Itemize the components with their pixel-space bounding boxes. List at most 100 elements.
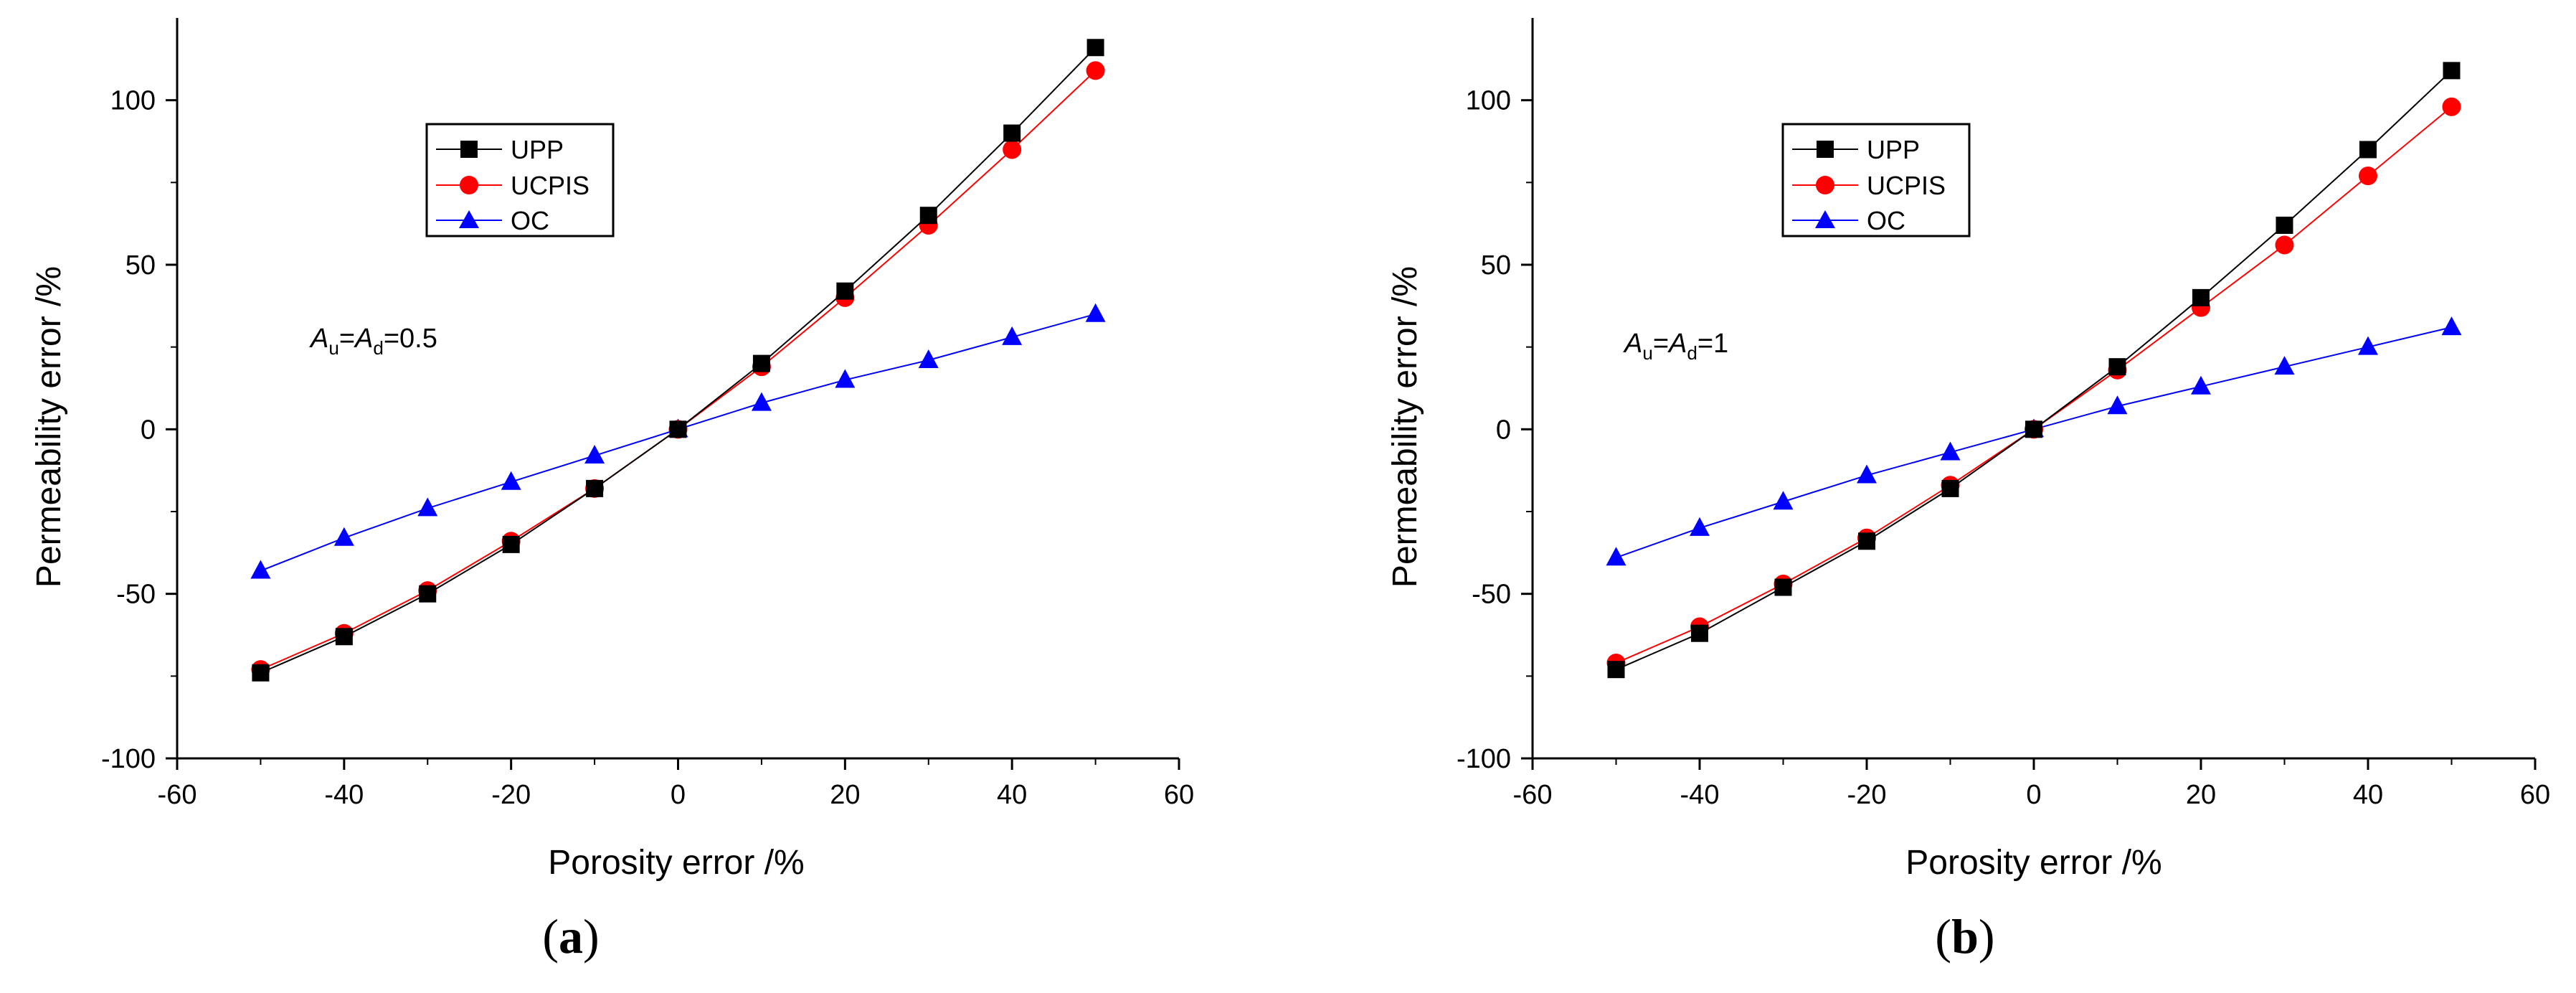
x-tick-label: -40 (324, 780, 364, 810)
annotation-symbol-a: A (1667, 329, 1687, 359)
data-point-upp (252, 664, 270, 682)
annotation-value: =1 (1697, 329, 1728, 359)
panel-caption-b: (b) (1935, 909, 1994, 964)
data-point-upp (752, 354, 770, 372)
x-tick-label: 40 (997, 780, 1027, 810)
y-axis-label: Permeability error /% (1386, 266, 1424, 588)
y-axis-label: Permeability error /% (30, 266, 68, 588)
y-tick-label: -50 (116, 580, 156, 610)
series-line-upp (260, 47, 1097, 674)
data-point-oc (835, 369, 856, 388)
series-layer-a (250, 39, 1106, 682)
data-point-upp (836, 282, 854, 300)
data-point-oc (1940, 441, 1961, 461)
x-tick-label: -60 (158, 780, 197, 810)
data-point-upp (586, 479, 604, 497)
annotation-subscript-u: u (328, 337, 338, 359)
data-point-oc (1690, 517, 1710, 536)
tick-marks-a (166, 99, 1180, 770)
legend-marker-ucpis (1816, 176, 1834, 194)
panel-caption-a: (a) (542, 909, 599, 964)
x-tick-label: 20 (2186, 780, 2216, 810)
data-point-oc (584, 445, 605, 464)
y-tick-label: 100 (1466, 86, 1511, 116)
annotation-symbol-a: A (354, 324, 373, 354)
data-point-upp (1086, 39, 1104, 57)
data-point-upp (1607, 661, 1625, 679)
x-tick-label: 60 (1164, 780, 1194, 810)
series-line-upp (1616, 70, 2453, 671)
data-point-oc (2358, 336, 2378, 355)
data-point-oc (501, 471, 521, 490)
data-point-oc (2441, 316, 2462, 336)
data-point-oc (1002, 326, 1023, 345)
legend-label-oc: OC (1867, 206, 1905, 235)
annotation-equals: = (339, 324, 355, 354)
annotation-text: Au=Ad=1 (1623, 329, 1728, 364)
annotation-subscript-d: d (1687, 342, 1697, 364)
panel-caption-letter: b (1951, 909, 1979, 964)
data-point-upp (1774, 578, 1792, 596)
data-point-oc (1606, 547, 1626, 566)
legend-marker-oc (1815, 210, 1835, 228)
annotation-value: =0.5 (384, 324, 437, 354)
y-tick-label: -50 (1472, 580, 1511, 610)
annotation-text: Au=Ad=0.5 (309, 324, 437, 359)
legend-label-ucpis: UCPIS (511, 171, 589, 200)
data-point-oc (2191, 375, 2211, 395)
legend-marker-ucpis (460, 176, 478, 194)
data-point-oc (2107, 395, 2128, 415)
tick-labels-a: -60 -40 -20 0 20 40 60 -100 -50 0 50 100 (101, 86, 1194, 810)
axes-frame-b (1531, 18, 2535, 760)
x-tick-label: 0 (2026, 780, 2041, 810)
x-tick-label: -20 (1847, 780, 1887, 810)
legend-box (1781, 123, 1971, 237)
x-tick-label: 40 (2353, 780, 2383, 810)
data-point-oc (417, 497, 438, 517)
data-point-oc (250, 560, 271, 579)
legend: UPP UCPIS OC (425, 123, 615, 237)
data-point-ucpis (1003, 140, 1022, 159)
data-point-upp (2276, 216, 2293, 234)
legend-marker-upp (460, 141, 478, 158)
chart-panel-a: -60 -40 -20 0 20 40 60 -100 -50 0 50 100 Porosity e… (30, 18, 1194, 964)
legend-marker-upp (1817, 141, 1834, 158)
x-tick-label: 20 (830, 780, 860, 810)
data-point-upp (2025, 420, 2042, 438)
data-point-upp (1691, 624, 1708, 642)
data-point-upp (2108, 358, 2126, 376)
legend-label-ucpis: UCPIS (1867, 171, 1946, 200)
legend-box (425, 123, 615, 237)
y-tick-label: 0 (141, 415, 156, 445)
data-point-oc (918, 349, 939, 369)
axes-frame-a (176, 18, 1179, 760)
annotation-symbol-a: A (1623, 329, 1642, 359)
legend: UPP UCPIS OC (1781, 123, 1971, 237)
y-tick-label: 50 (1481, 250, 1511, 281)
data-point-oc (751, 392, 772, 411)
series-line-ucpis (260, 70, 1097, 671)
annotation-equals: = (1653, 329, 1669, 359)
panel-caption-letter: a (559, 909, 583, 964)
x-tick-label: -60 (1513, 780, 1553, 810)
y-tick-label: -100 (101, 744, 156, 774)
data-point-upp (1858, 532, 1875, 550)
data-point-oc (1085, 303, 1106, 322)
y-tick-label: 50 (126, 250, 156, 281)
x-tick-label: -20 (491, 780, 531, 810)
data-point-oc (1773, 491, 1794, 510)
y-tick-label: 100 (110, 86, 156, 116)
data-point-upp (2359, 141, 2377, 159)
legend-label-upp: UPP (1867, 135, 1920, 164)
tick-marks-b (1521, 99, 2537, 770)
chart-panel-b: -60 -40 -20 0 20 40 60 -100 -50 0 50 100 Porosity e… (1386, 18, 2550, 964)
series-layer-b (1606, 62, 2462, 679)
data-point-upp (502, 535, 520, 553)
tick-labels-b: -60 -40 -20 0 20 40 60 -100 -50 0 50 100 (1457, 86, 2550, 810)
data-point-oc (1857, 464, 1877, 484)
x-axis-label: Porosity error /% (548, 844, 804, 882)
data-point-upp (1941, 479, 1959, 497)
data-point-upp (419, 585, 437, 603)
data-point-ucpis (2359, 166, 2377, 186)
